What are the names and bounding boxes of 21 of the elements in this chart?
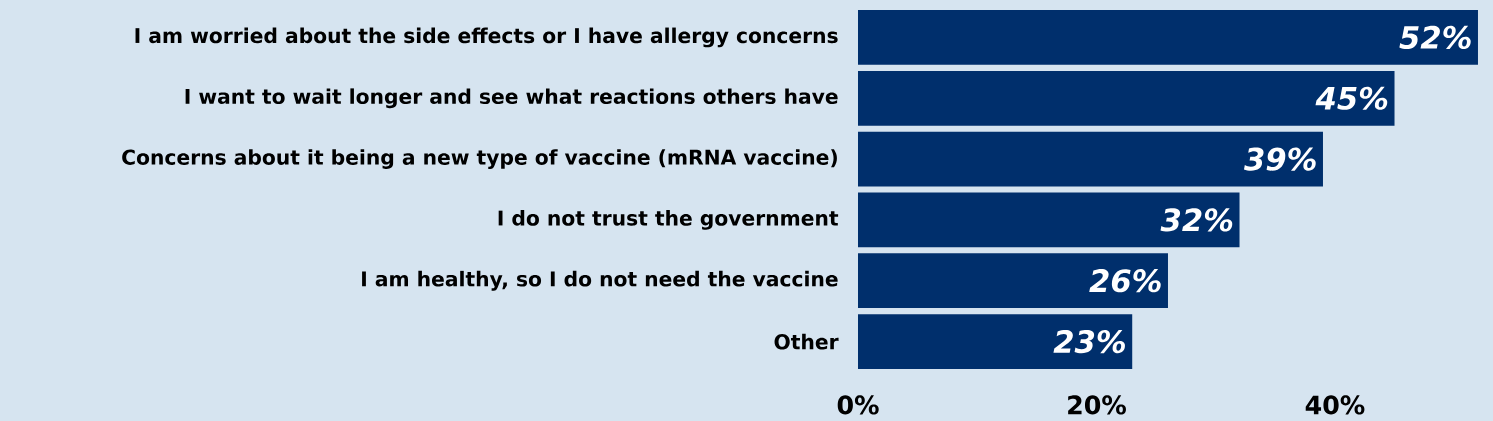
data-label: 23% — [1053, 329, 1125, 354]
data-label: 45% — [1315, 86, 1388, 110]
bar — [858, 314, 1133, 369]
data-label: 52% — [1399, 25, 1471, 50]
bar — [858, 253, 1168, 309]
x-tick-label: 0% — [837, 395, 879, 415]
bar — [858, 192, 1240, 248]
bar — [858, 10, 1478, 65]
bar — [858, 131, 1323, 187]
data-label: 39% — [1243, 147, 1316, 171]
data-label: 26% — [1089, 269, 1161, 293]
y-tick-label: Other — [774, 333, 839, 350]
y-tick-label: I am worried about the side effects or I have allergy concerns — [135, 27, 838, 48]
data-label: 32% — [1160, 208, 1233, 232]
y-tick-label: I want to wait longer and see what reactions others have — [185, 88, 838, 109]
y-tick-label: Concerns about it being a new type of vaccine (mRNA vaccine) — [122, 149, 837, 169]
bar — [858, 70, 1395, 126]
x-tick-label: 20% — [1068, 395, 1126, 415]
x-tick-label: 40% — [1305, 395, 1365, 415]
y-tick-label: I am healthy, so I do not need the vaccine — [362, 270, 838, 291]
y-tick-label: I do not trust the government — [498, 210, 839, 230]
